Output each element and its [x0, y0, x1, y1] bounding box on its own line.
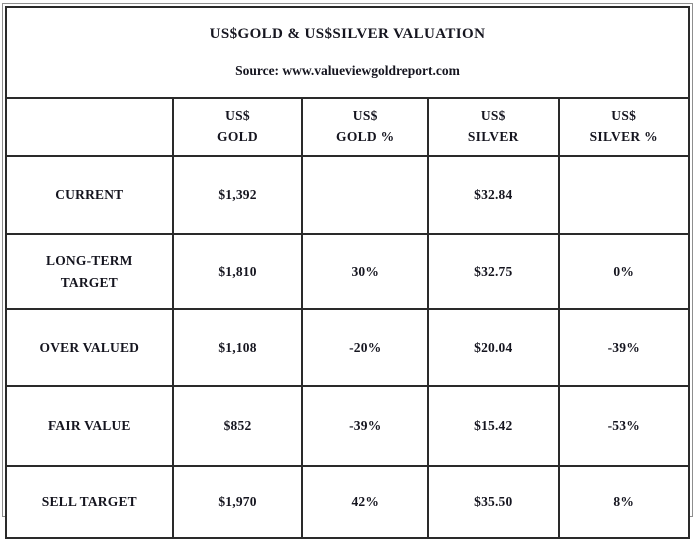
column-header-blank: [5, 97, 174, 157]
column-header-gold: US$ GOLD: [171, 97, 304, 157]
row-label: LONG-TERM TARGET: [5, 233, 174, 310]
valuation-table: US$GOLD & US$SILVER VALUATION Source: ww…: [5, 6, 691, 539]
gold-pct-value: [301, 155, 430, 235]
row-label: CURRENT: [5, 155, 174, 235]
title-row: US$GOLD & US$SILVER VALUATION Source: ww…: [5, 6, 690, 99]
silver-pct-value: 8%: [557, 465, 691, 539]
silver-value: $32.75: [427, 233, 560, 310]
column-header-silver: US$ SILVER: [427, 97, 560, 157]
title-cell: US$GOLD & US$SILVER VALUATION Source: ww…: [5, 6, 690, 99]
gold-value: $1,970: [171, 465, 304, 539]
table-row-sell-target: SELL TARGET $1,970 42% $35.50 8%: [5, 465, 691, 539]
table-outer-frame: US$GOLD & US$SILVER VALUATION Source: ww…: [2, 3, 693, 539]
table-row-longterm-target: LONG-TERM TARGET $1,810 30% $32.75 0%: [5, 233, 691, 310]
row-label-sell-target: SELL TARGET: [5, 465, 174, 539]
silver-value: $32.84: [427, 155, 560, 235]
column-header-silver-pct: US$ SILVER %: [557, 97, 691, 157]
table-source: Source: www.valueviewgoldreport.com: [235, 63, 460, 78]
gold-pct-value: -20%: [301, 308, 430, 387]
gold-value: $852: [171, 385, 304, 467]
silver-value: $20.04: [427, 308, 560, 387]
gold-value: $1,108: [171, 308, 304, 387]
row-label: OVER VALUED: [5, 308, 174, 387]
table-row-current: CURRENT $1,392 $32.84: [5, 155, 691, 235]
gold-pct-value: 30%: [301, 233, 430, 310]
silver-pct-value: -53%: [557, 385, 691, 467]
row-label: FAIR VALUE: [5, 385, 174, 467]
column-header-gold-pct: US$ GOLD %: [301, 97, 430, 157]
gold-pct-value: -39%: [301, 385, 430, 467]
gold-pct-value: 42%: [301, 465, 430, 539]
table-row-fair-value: FAIR VALUE $852 -39% $15.42 -53%: [5, 385, 691, 467]
column-header-row: US$ GOLD US$ GOLD % US$ SILVER US$ SILVE…: [5, 97, 691, 157]
silver-value: $35.50: [427, 465, 560, 539]
table-row-over-valued: OVER VALUED $1,108 -20% $20.04 -39%: [5, 308, 691, 387]
gold-value: $1,810: [171, 233, 304, 310]
silver-pct-value: 0%: [557, 233, 691, 310]
gold-value: $1,392: [171, 155, 304, 235]
table-title: US$GOLD & US$SILVER VALUATION: [209, 26, 486, 42]
silver-value: $15.42: [427, 385, 560, 467]
silver-pct-value: -39%: [557, 308, 691, 387]
silver-pct-value: [557, 155, 691, 235]
